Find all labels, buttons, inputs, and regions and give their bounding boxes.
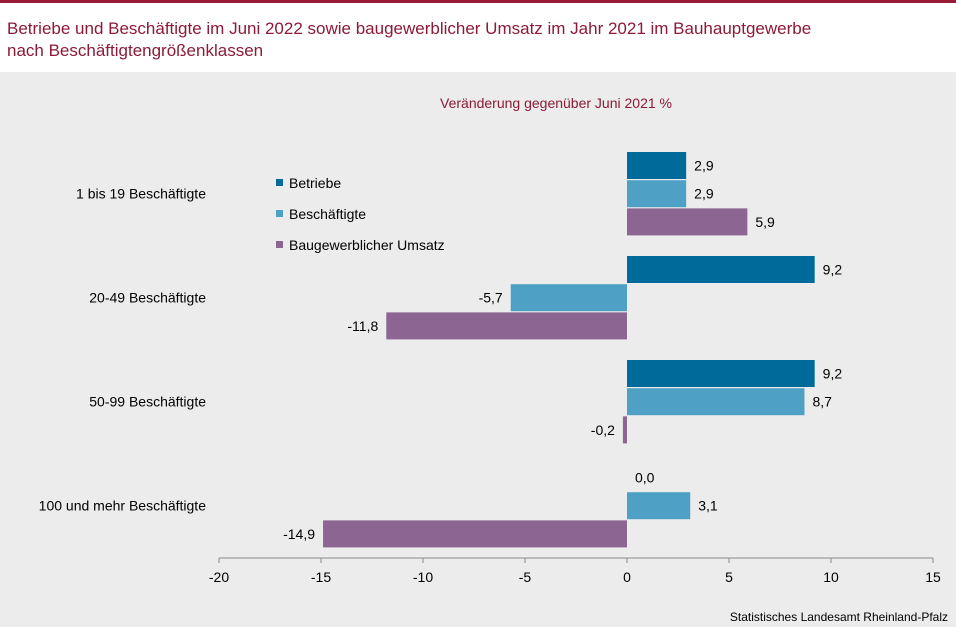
x-tick-label-7: 10 [823, 569, 839, 585]
value-label-3-4: -14,9 [283, 526, 315, 542]
legend-label-2: Beschäftigte [289, 206, 366, 222]
bar-1-1 [627, 152, 687, 179]
bar-3-2 [386, 312, 627, 340]
bar-2-2 [510, 284, 627, 312]
chart-title-line-2: nach Beschäftigtengrößenklassen [7, 41, 264, 60]
bar-3-4 [323, 520, 627, 548]
value-label-1-2: 9,2 [823, 262, 843, 278]
x-tick-label-3: -10 [413, 569, 433, 585]
value-label-3-1: 5,9 [755, 214, 775, 230]
category-label-3: 50-99 Beschäftigte [89, 394, 206, 410]
x-tick-label-6: 5 [725, 569, 733, 585]
category-label-4: 100 und mehr Beschäftigte [39, 498, 207, 514]
chart-subtitle: Veränderung gegenüber Juni 2021 % [440, 95, 672, 111]
value-label-2-2: -5,7 [479, 290, 503, 306]
x-tick-label-4: -5 [519, 569, 532, 585]
source-note: Statistisches Landesamt Rheinland-Pfalz [729, 610, 948, 624]
bar-2-1 [627, 180, 687, 208]
category-label-2: 20-49 Beschäftigte [89, 290, 206, 306]
legend-label-1: Betriebe [289, 175, 341, 191]
bar-2-3 [627, 388, 805, 416]
x-tick-label-5: 0 [623, 569, 631, 585]
value-label-2-3: 8,7 [812, 394, 832, 410]
legend-swatch-1 [276, 179, 283, 186]
value-label-2-1: 2,9 [694, 186, 714, 202]
value-label-2-4: 3,1 [698, 498, 718, 514]
legend-label-3: Baugewerblicher Umsatz [289, 237, 445, 253]
bar-3-3 [622, 416, 627, 444]
bar-1-3 [627, 360, 815, 387]
x-tick-label-1: -20 [209, 569, 229, 585]
legend-swatch-3 [276, 241, 283, 248]
value-label-3-3: -0,2 [591, 422, 615, 438]
title-block: Betriebe und Beschäftigte im Juni 2022 s… [0, 3, 956, 72]
x-tick-label-8: 15 [925, 569, 941, 585]
bar-1-2 [627, 256, 815, 283]
bar-chart: Veränderung gegenüber Juni 2021 % 1 bis 1… [39, 95, 941, 585]
chart-title-line-1: Betriebe und Beschäftigte im Juni 2022 s… [7, 19, 812, 38]
x-tick-label-2: -15 [311, 569, 331, 585]
bar-2-4 [627, 492, 691, 520]
value-label-1-3: 9,2 [823, 366, 843, 382]
bar-3-1 [627, 208, 748, 236]
value-label-3-2: -11,8 [347, 318, 378, 334]
category-label-1: 1 bis 19 Beschäftigte [76, 186, 206, 202]
legend-swatch-2 [276, 210, 283, 217]
top-rule [0, 0, 956, 3]
value-label-1-4: 0,0 [635, 470, 655, 486]
value-label-1-1: 2,9 [694, 158, 714, 174]
